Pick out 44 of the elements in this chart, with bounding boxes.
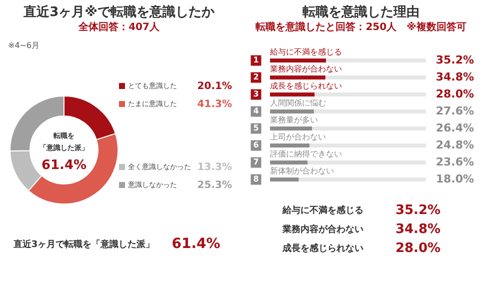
bar <box>270 178 299 182</box>
y-tick-label: 業務内容が合わない <box>270 64 342 74</box>
data-label: 26.4% <box>436 122 474 134</box>
text: 2 <box>253 72 259 82</box>
data-label: 25.3% <box>197 180 232 191</box>
text: 1 <box>253 56 260 64</box>
y-tick-label: 新体制が合わない <box>270 166 334 176</box>
text: 直近3ヶ月で転職を「意識した派」 <box>12 239 155 250</box>
data-label: 20.1% <box>197 81 232 92</box>
text: 転職を意識した理由 <box>302 4 420 20</box>
y-tick-label: 成長を感じられない <box>270 82 342 90</box>
y-tick-label: 給与に不満を感じる <box>269 48 342 56</box>
text: 7 <box>253 158 259 166</box>
text: 業務内容が合わない <box>282 224 364 235</box>
data-label: 27.6% <box>436 104 474 118</box>
text: ※4~6月 <box>8 41 40 50</box>
data-label: 28.0% <box>436 88 474 100</box>
text: 6 <box>253 140 260 150</box>
y-tick-label: 上司が合わない <box>270 132 326 142</box>
data-label: 13.3% <box>197 162 232 173</box>
data-label: 34.8% <box>436 70 474 84</box>
data-label: 41.3% <box>197 99 232 110</box>
y-tick-label: 業務量が多い <box>270 116 318 124</box>
text: 給与に不満を感じる <box>282 205 364 216</box>
text: 5 <box>253 124 260 132</box>
text: 3 <box>253 90 259 98</box>
chart-subtitle: 全体回答：407人 <box>78 21 160 33</box>
text: 34.8% <box>395 222 441 237</box>
y-tick-label: 人間関係に悩む <box>270 98 326 108</box>
text: 61.4% <box>172 236 220 252</box>
text: 8 <box>253 174 260 184</box>
text: 28.0% <box>395 241 441 256</box>
text: 61.4% <box>41 158 87 173</box>
data-label: 23.6% <box>436 156 474 168</box>
data-label: 24.8% <box>436 138 474 152</box>
text: 成長を感じられない <box>282 243 364 254</box>
data-label: 18.0% <box>436 172 474 186</box>
text: 35.2% <box>395 203 441 218</box>
y-tick-label: 評価に納得できない <box>270 150 342 158</box>
bar <box>270 160 308 164</box>
data-label: 35.2% <box>436 54 474 66</box>
chart-title: 直近3ヶ月※で転職を意識したか <box>22 4 216 20</box>
text: 4 <box>253 106 260 116</box>
text: 転職を意識したと回答：250人 ※複数回答可 <box>254 21 466 33</box>
